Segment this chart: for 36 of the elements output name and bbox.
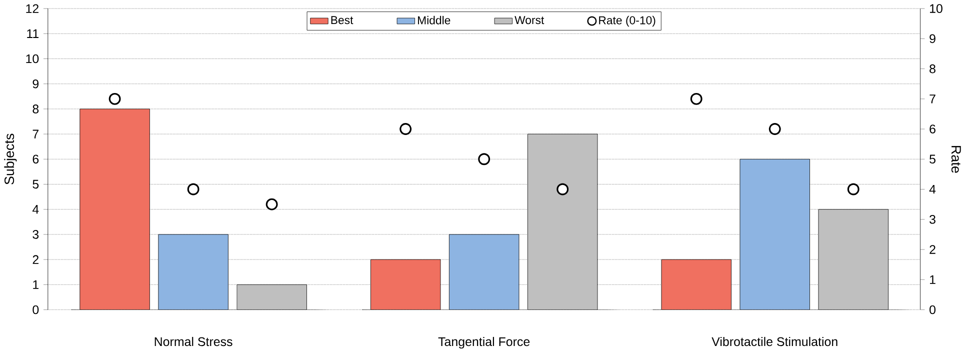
bar: [158, 234, 228, 310]
y2-tick-label: 10: [930, 4, 942, 14]
bar: [448, 234, 520, 310]
y-tick-label: 12: [26, 4, 38, 14]
y2-tick-label: 9: [930, 34, 936, 44]
y-axis-title: Subjects: [4, 134, 17, 185]
y-tick-label: 9: [32, 80, 39, 88]
y2-tick-label: 0: [930, 305, 936, 314]
y-tick-label: 11: [27, 30, 39, 38]
y2-tick-label: 3: [930, 215, 936, 224]
x-tick-label: Normal Stress: [154, 337, 232, 346]
y-tick-label: 10: [26, 54, 39, 64]
y2-tick-label: 6: [930, 124, 936, 134]
x-tick-label: Vibrotactile Stimulation: [712, 337, 838, 346]
legend-label: Middle: [418, 16, 450, 24]
y-tick-label: 1: [33, 280, 39, 290]
x-tick-label: Tangential Force: [438, 337, 530, 349]
bar: [740, 159, 810, 310]
y2-tick-label: 5: [930, 154, 936, 164]
y2-axis-title: Rate: [951, 146, 961, 173]
legend-label: Rate (0-10): [599, 16, 656, 27]
y2-tick-label: 7: [930, 94, 936, 104]
y-tick-label: 7: [32, 130, 38, 138]
y-tick-label: 0: [32, 305, 39, 314]
y-tick-label: 8: [32, 104, 39, 114]
y-tick-label: 4: [32, 205, 39, 214]
y2-tick-label: 8: [930, 64, 936, 74]
y2-tick-label: 4: [929, 185, 936, 194]
y-tick-label: 3: [32, 230, 39, 239]
y2-tick-label: 1: [930, 275, 936, 284]
y-tick-label: 6: [32, 154, 39, 164]
legend-label: Best: [331, 16, 354, 24]
legend-label: Worst: [514, 16, 544, 24]
y-tick-label: 2: [32, 255, 38, 264]
y-tick-label: 5: [32, 180, 39, 189]
y2-tick-label: 2: [930, 245, 936, 254]
